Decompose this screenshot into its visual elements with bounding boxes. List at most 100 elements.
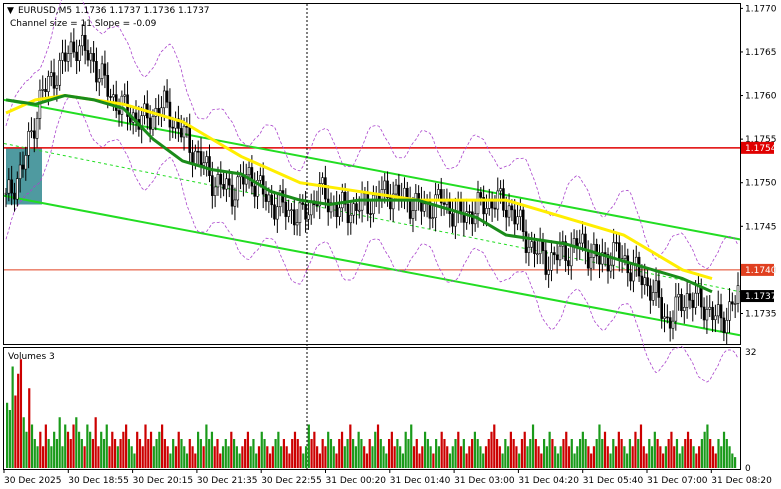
volume-bar [44,424,47,468]
volume-bar [316,446,319,468]
candle-body [182,125,186,138]
level-tag-bg [741,263,774,276]
candle-body [694,292,697,308]
candle-body [668,317,672,329]
volume-bar [108,446,111,468]
volume-bar [349,424,352,468]
volume-bar [53,431,56,468]
volume-bar [421,446,424,468]
volume-bar [692,446,695,468]
candle-body [276,206,279,220]
candle-body [617,242,621,261]
volume-bar [426,439,429,468]
candle-body [4,192,8,195]
candle-body [428,201,432,219]
candle-body [623,255,627,259]
volume-bar [163,439,166,468]
volume-bar [512,439,515,468]
volume-bar [155,439,158,468]
volume-bar [529,439,532,468]
volume-bar [534,439,537,468]
candle-body [284,201,288,217]
candle-body [714,315,717,321]
candle-body [177,118,180,129]
candle-body [394,184,398,195]
volume-bar [656,439,659,468]
volume-bar [584,439,587,468]
volume-bar [454,439,457,468]
volume-bar [518,453,521,468]
volume-bar [559,446,562,468]
candle-body [222,184,225,190]
volume-bar [382,446,385,468]
volume-y-tick-label: 32 [745,348,756,358]
volume-bar [609,453,612,468]
candle-body [586,250,590,269]
envelope-upper [5,0,739,270]
candle-body [547,270,550,275]
candle-body [81,34,84,47]
candle-body [16,178,19,200]
candle-body [100,63,104,79]
volume-bar [448,453,452,468]
volume-bar [645,453,648,468]
volume-bar [30,424,34,468]
volume-bar [55,439,59,468]
volume-bar [183,446,186,468]
volume-bar [675,439,679,468]
volume-bar [22,417,25,468]
volume-bar [722,431,726,468]
candle-body [329,202,333,213]
volume-bar [138,439,142,468]
candle-body [199,151,203,166]
volume-bar [592,446,596,468]
candle-body [683,307,686,312]
candle-body [185,125,189,128]
volume-bar [648,439,651,468]
volume-bar [147,439,150,468]
candle-body [657,280,661,298]
volume-bar [149,431,153,468]
volume-bar [97,446,100,468]
candle-body [69,41,73,54]
volume-bar [313,431,316,468]
volume-bar [418,453,421,468]
volume-bar [543,439,546,468]
candle-body [536,253,539,256]
volume-bar [194,453,197,468]
volume-bar [695,453,698,468]
x-tick-label: 31 Dec 05:40 [583,476,644,486]
moving-average-green [5,94,713,294]
volume-bar [141,446,144,468]
candle-body [654,280,658,293]
candle-body [179,128,183,138]
volume-bar [80,439,83,468]
volume-bar [576,446,579,468]
candle-body [117,110,121,115]
volume-bar [509,431,512,468]
candle-body [278,190,282,208]
volume-bar [343,446,346,468]
volume-bar [227,446,230,468]
chart-menu-icon[interactable]: ▼ [7,6,14,16]
candle-body [52,72,56,89]
volume-bar [595,439,598,468]
x-tick-label: 30 Dec 21:35 [197,476,258,486]
candle-body [680,294,683,312]
candle-body [273,204,276,220]
candle-body [643,277,647,286]
volume-bar [686,431,690,468]
candle-body [671,320,675,329]
candle-body [151,116,155,130]
candle-body [355,203,358,211]
volume-bar [277,431,280,468]
volume-bar [205,424,208,468]
volume-bar [28,388,31,468]
candle-body [366,192,370,214]
volume-bar [130,446,133,468]
candle-body [493,207,497,210]
candle-body [61,52,64,61]
candle-body [343,191,347,205]
candle-body [256,180,259,197]
